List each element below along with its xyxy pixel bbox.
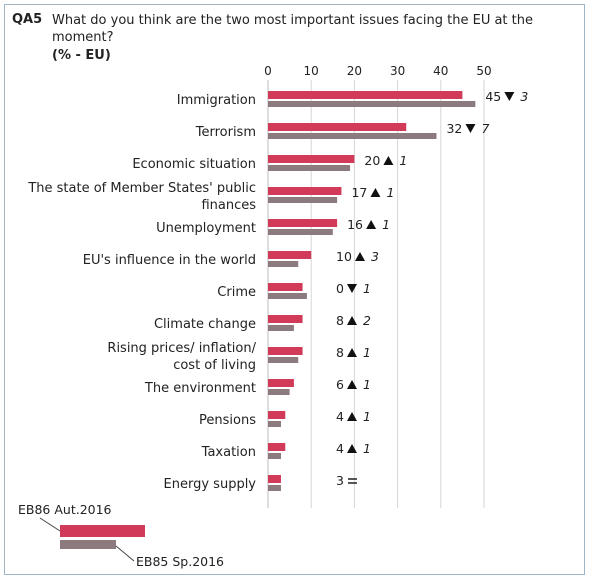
category-label: Immigration bbox=[177, 93, 256, 108]
change-up-icon bbox=[347, 348, 357, 357]
bar-previous bbox=[268, 229, 333, 235]
bar-current bbox=[268, 155, 355, 163]
change-down-icon bbox=[465, 124, 476, 133]
data-label: 4 bbox=[336, 441, 344, 456]
bar-previous bbox=[268, 325, 294, 331]
change-label: 2 bbox=[363, 313, 371, 328]
data-label: 0 bbox=[336, 281, 344, 296]
change-up-icon bbox=[355, 252, 365, 261]
category-label: The state of Member States' public bbox=[27, 181, 256, 196]
change-label: 3 bbox=[520, 89, 528, 104]
bar-current bbox=[268, 411, 286, 419]
question-code: QA5 bbox=[12, 12, 43, 27]
change-down-icon bbox=[347, 284, 357, 293]
bar-current bbox=[268, 187, 342, 195]
bar-previous bbox=[268, 293, 307, 299]
change-up-icon bbox=[347, 380, 357, 389]
bar-previous bbox=[268, 197, 338, 203]
data-label: 45 bbox=[485, 89, 501, 104]
bar-previous bbox=[268, 421, 281, 427]
change-label: 3 bbox=[371, 249, 379, 264]
change-down-icon bbox=[504, 92, 515, 101]
change-label: 1 bbox=[386, 185, 394, 200]
category-label: Unemployment bbox=[156, 221, 256, 236]
category-label: cost of living bbox=[173, 358, 256, 373]
category-label: Rising prices/ inflation/ bbox=[107, 341, 256, 356]
data-label: 6 bbox=[336, 377, 344, 392]
category-label: Terrorism bbox=[195, 125, 256, 140]
legend-current-label: EB86 Aut.2016 bbox=[18, 502, 112, 517]
data-label: 32 bbox=[446, 121, 462, 136]
change-label: 1 bbox=[399, 153, 407, 168]
data-label: 16 bbox=[347, 217, 363, 232]
x-tick-label: 0 bbox=[264, 64, 272, 78]
change-label: 7 bbox=[481, 121, 489, 136]
change-up-icon bbox=[347, 412, 357, 421]
data-label: 8 bbox=[336, 345, 344, 360]
change-label: 1 bbox=[363, 441, 371, 456]
data-label: 8 bbox=[336, 313, 344, 328]
legend-previous-label: EB85 Sp.2016 bbox=[136, 554, 224, 569]
bar-previous bbox=[268, 485, 281, 491]
category-label: Economic situation bbox=[132, 157, 256, 172]
question-text: What do you think are the two most impor… bbox=[52, 13, 533, 45]
category-label: Pensions bbox=[199, 413, 256, 428]
change-label: 1 bbox=[363, 345, 371, 360]
change-up-icon bbox=[370, 188, 381, 197]
data-label: 3 bbox=[336, 473, 344, 488]
x-tick-label: 40 bbox=[433, 64, 448, 78]
category-label: Energy supply bbox=[164, 477, 257, 492]
bar-previous bbox=[268, 101, 476, 107]
chart-frame bbox=[4, 4, 585, 575]
data-label: 10 bbox=[336, 249, 352, 264]
bar-current bbox=[268, 347, 303, 355]
bar-current bbox=[268, 123, 407, 131]
category-label: The environment bbox=[144, 381, 256, 396]
bar-current bbox=[268, 251, 312, 259]
data-label: 17 bbox=[351, 185, 367, 200]
bar-current bbox=[268, 315, 303, 323]
bar-previous bbox=[268, 133, 437, 139]
bar-previous bbox=[268, 389, 290, 395]
change-label: 1 bbox=[382, 217, 390, 232]
change-up-icon bbox=[383, 156, 394, 165]
bar-current bbox=[268, 475, 281, 483]
category-label: Crime bbox=[217, 285, 256, 300]
data-label: 20 bbox=[364, 153, 380, 168]
x-tick-label: 30 bbox=[390, 64, 405, 78]
bar-previous bbox=[268, 357, 299, 363]
change-label: 1 bbox=[363, 281, 371, 296]
x-tick-label: 20 bbox=[347, 64, 362, 78]
bar-current bbox=[268, 283, 303, 291]
category-label: EU's influence in the world bbox=[83, 253, 256, 268]
change-label: 1 bbox=[363, 377, 371, 392]
change-label: 1 bbox=[363, 409, 371, 424]
legend-leader-current bbox=[39, 517, 61, 532]
x-tick-label: 50 bbox=[476, 64, 491, 78]
category-label: Climate change bbox=[154, 317, 256, 332]
bar-previous bbox=[268, 261, 299, 267]
change-up-icon bbox=[347, 316, 357, 325]
change-up-icon bbox=[366, 220, 377, 229]
bar-current bbox=[268, 219, 338, 227]
data-label: 4 bbox=[336, 409, 344, 424]
bar-current bbox=[268, 379, 294, 387]
legend-current-swatch bbox=[60, 525, 145, 537]
x-tick-label: 10 bbox=[304, 64, 319, 78]
bar-current bbox=[268, 91, 463, 99]
bar-previous bbox=[268, 165, 351, 171]
legend-previous-swatch bbox=[60, 540, 116, 549]
bar-previous bbox=[268, 453, 281, 459]
legend-leader-previous bbox=[115, 545, 135, 562]
unit-label: (% - EU) bbox=[52, 48, 111, 63]
category-label: Taxation bbox=[201, 445, 256, 460]
category-label: finances bbox=[201, 198, 256, 213]
bar-current bbox=[268, 443, 286, 451]
change-up-icon bbox=[347, 444, 357, 453]
